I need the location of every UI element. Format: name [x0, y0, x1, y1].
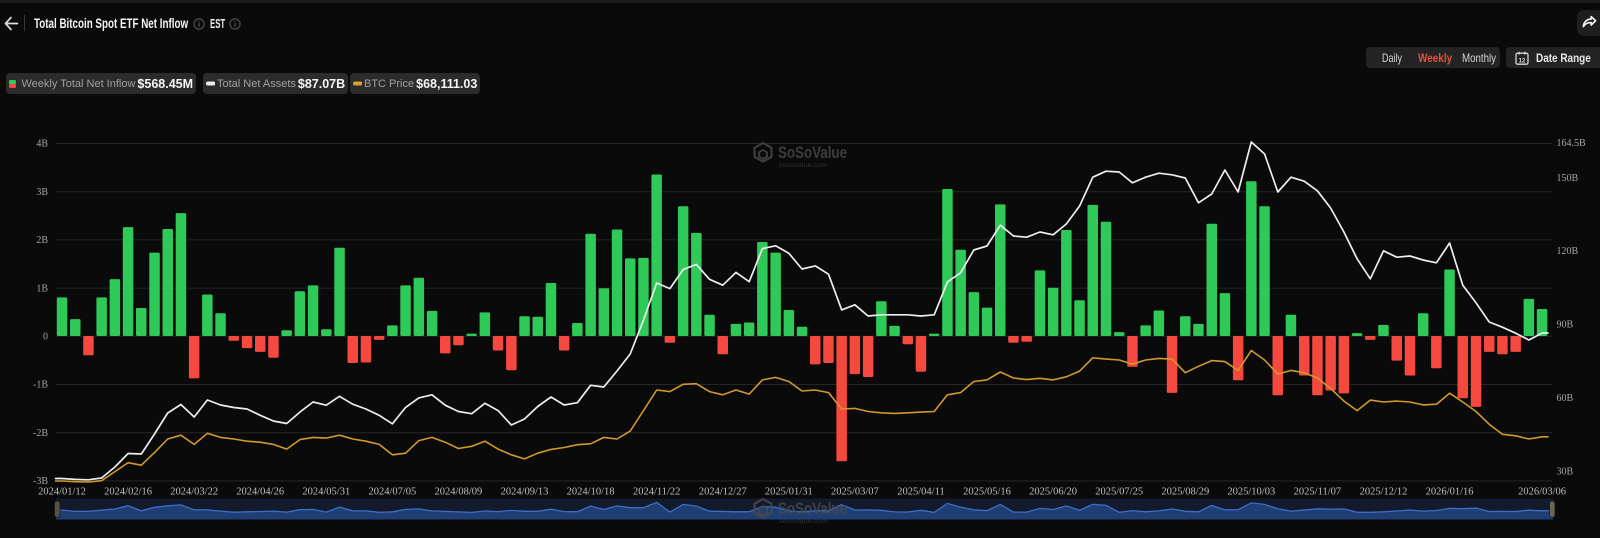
svg-text:sosovalue.com: sosovalue.com — [779, 162, 827, 169]
svg-text:2025/04/11: 2025/04/11 — [897, 487, 944, 498]
svg-text:2024/02/16: 2024/02/16 — [104, 487, 152, 498]
svg-text:2B: 2B — [36, 235, 48, 246]
svg-text:SoSoValue: SoSoValue — [778, 143, 847, 162]
svg-text:2026/03/06: 2026/03/06 — [1518, 487, 1566, 498]
svg-text:2025/12/12: 2025/12/12 — [1360, 487, 1408, 498]
svg-text:2025/03/07: 2025/03/07 — [831, 487, 879, 498]
svg-text:60B: 60B — [1557, 393, 1574, 404]
svg-text:2024/05/31: 2024/05/31 — [302, 487, 350, 498]
svg-text:-3B: -3B — [33, 476, 48, 487]
svg-text:2025/07/25: 2025/07/25 — [1095, 487, 1143, 498]
svg-text:sosovalue.com: sosovalue.com — [779, 518, 827, 525]
svg-text:2025/08/29: 2025/08/29 — [1161, 487, 1209, 498]
svg-text:2024/03/22: 2024/03/22 — [170, 487, 218, 498]
svg-text:SoSoValue: SoSoValue — [778, 499, 847, 518]
svg-text:150B: 150B — [1557, 173, 1579, 184]
svg-text:90B: 90B — [1557, 320, 1574, 331]
svg-text:2024/12/27: 2024/12/27 — [699, 487, 747, 498]
svg-text:2024/04/26: 2024/04/26 — [236, 487, 284, 498]
svg-text:2026/01/16: 2026/01/16 — [1426, 487, 1474, 498]
svg-text:2025/11/07: 2025/11/07 — [1294, 487, 1341, 498]
svg-text:2024/07/05: 2024/07/05 — [368, 487, 416, 498]
svg-text:3B: 3B — [36, 187, 48, 198]
svg-text:1B: 1B — [36, 283, 48, 294]
svg-text:2024/10/18: 2024/10/18 — [567, 487, 615, 498]
svg-text:4B: 4B — [36, 139, 48, 150]
svg-text:2024/09/13: 2024/09/13 — [501, 487, 549, 498]
svg-text:120B: 120B — [1557, 246, 1579, 257]
svg-text:2024/01/12: 2024/01/12 — [38, 487, 86, 498]
svg-text:12: 12 — [1519, 58, 1526, 64]
svg-text:2025/05/16: 2025/05/16 — [963, 487, 1011, 498]
svg-text:2025/01/31: 2025/01/31 — [765, 487, 813, 498]
svg-text:0: 0 — [43, 332, 48, 343]
svg-text:2024/11/22: 2024/11/22 — [633, 487, 680, 498]
svg-text:2025/06/20: 2025/06/20 — [1029, 487, 1077, 498]
svg-text:164.5B: 164.5B — [1557, 138, 1587, 149]
svg-text:-2B: -2B — [33, 428, 48, 439]
svg-text:-1B: -1B — [33, 380, 48, 391]
svg-text:2025/10/03: 2025/10/03 — [1227, 487, 1275, 498]
svg-text:30B: 30B — [1557, 467, 1574, 478]
svg-text:2024/08/09: 2024/08/09 — [434, 487, 482, 498]
